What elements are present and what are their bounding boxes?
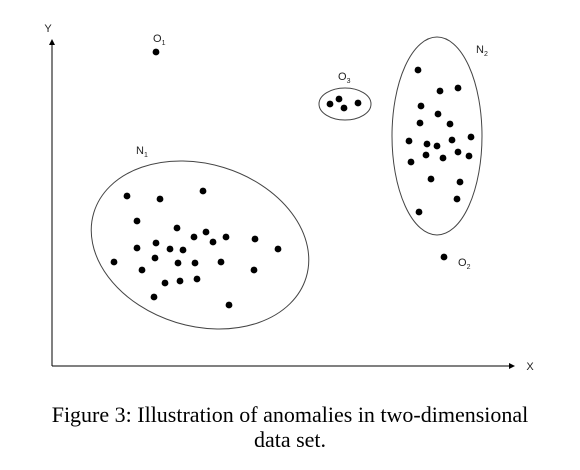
cluster-n1-boundary bbox=[90, 160, 310, 330]
point-n1-7 bbox=[209, 238, 217, 246]
point-n2-4 bbox=[434, 110, 442, 118]
x-axis-label: X bbox=[526, 361, 534, 373]
point-n1-17 bbox=[151, 254, 159, 262]
point-n2-0 bbox=[414, 66, 422, 74]
point-n1-4 bbox=[173, 224, 181, 232]
point-n2-16 bbox=[465, 152, 473, 160]
y-axis-label: Y bbox=[44, 23, 52, 35]
point-n1-5 bbox=[190, 233, 198, 241]
point-n2-19 bbox=[415, 208, 423, 216]
point-o3-2 bbox=[340, 104, 348, 112]
point-n1-0 bbox=[123, 192, 131, 200]
point-n1-22 bbox=[161, 279, 169, 287]
point-n1-21 bbox=[250, 266, 258, 274]
point-n1-19 bbox=[110, 258, 118, 266]
point-n2-7 bbox=[405, 137, 413, 145]
point-n1-23 bbox=[176, 277, 184, 285]
point-n2-8 bbox=[423, 140, 431, 148]
point-n2-18 bbox=[456, 178, 464, 186]
anomaly-point-o1 bbox=[152, 48, 160, 56]
label-o2: O2 bbox=[458, 257, 471, 271]
label-n2: N2 bbox=[476, 44, 488, 58]
point-n1-2 bbox=[199, 187, 207, 195]
point-n2-2 bbox=[454, 84, 462, 92]
figure-caption: Figure 3: Illustration of anomalies in t… bbox=[0, 402, 580, 452]
point-n1-12 bbox=[152, 239, 160, 247]
point-n1-18 bbox=[174, 259, 182, 267]
point-n2-13 bbox=[422, 151, 430, 159]
point-o3-1 bbox=[335, 95, 343, 103]
point-n1-10 bbox=[274, 245, 282, 253]
label-o3: O3 bbox=[338, 71, 351, 85]
anomaly-point-o2 bbox=[440, 253, 448, 261]
point-n1-26 bbox=[225, 301, 233, 309]
point-n2-11 bbox=[467, 133, 475, 141]
point-n2-1 bbox=[436, 87, 444, 95]
point-n2-12 bbox=[407, 158, 415, 166]
caption-line-1: Figure 3: Illustration of anomalies in t… bbox=[51, 402, 529, 427]
point-n1-11 bbox=[133, 244, 141, 252]
point-n2-17 bbox=[427, 175, 435, 183]
point-n1-14 bbox=[179, 246, 187, 254]
point-n1-25 bbox=[150, 293, 158, 301]
point-n2-20 bbox=[453, 195, 461, 203]
point-n2-14 bbox=[439, 154, 447, 162]
point-n1-16 bbox=[217, 258, 225, 266]
point-o3-0 bbox=[326, 100, 334, 108]
point-n2-3 bbox=[417, 102, 425, 110]
label-o1: O1 bbox=[153, 33, 166, 47]
point-n1-1 bbox=[156, 195, 164, 203]
point-n2-10 bbox=[448, 136, 456, 144]
point-n1-9 bbox=[251, 235, 259, 243]
point-n1-8 bbox=[222, 233, 230, 241]
data-points bbox=[110, 48, 475, 309]
cluster-o3-boundary bbox=[318, 87, 372, 121]
point-n1-15 bbox=[191, 259, 199, 267]
point-n1-20 bbox=[138, 266, 146, 274]
point-n2-6 bbox=[446, 120, 454, 128]
point-n2-9 bbox=[433, 142, 441, 150]
cluster-n2-boundary bbox=[391, 36, 483, 236]
point-n1-3 bbox=[133, 217, 141, 225]
caption-line-2: data set. bbox=[253, 427, 327, 452]
point-n1-13 bbox=[166, 245, 174, 253]
point-n2-5 bbox=[416, 119, 424, 127]
point-n2-15 bbox=[454, 148, 462, 156]
point-n1-6 bbox=[202, 228, 210, 236]
label-n1: N1 bbox=[136, 145, 148, 159]
point-n1-24 bbox=[193, 275, 201, 283]
point-o3-3 bbox=[354, 99, 362, 107]
